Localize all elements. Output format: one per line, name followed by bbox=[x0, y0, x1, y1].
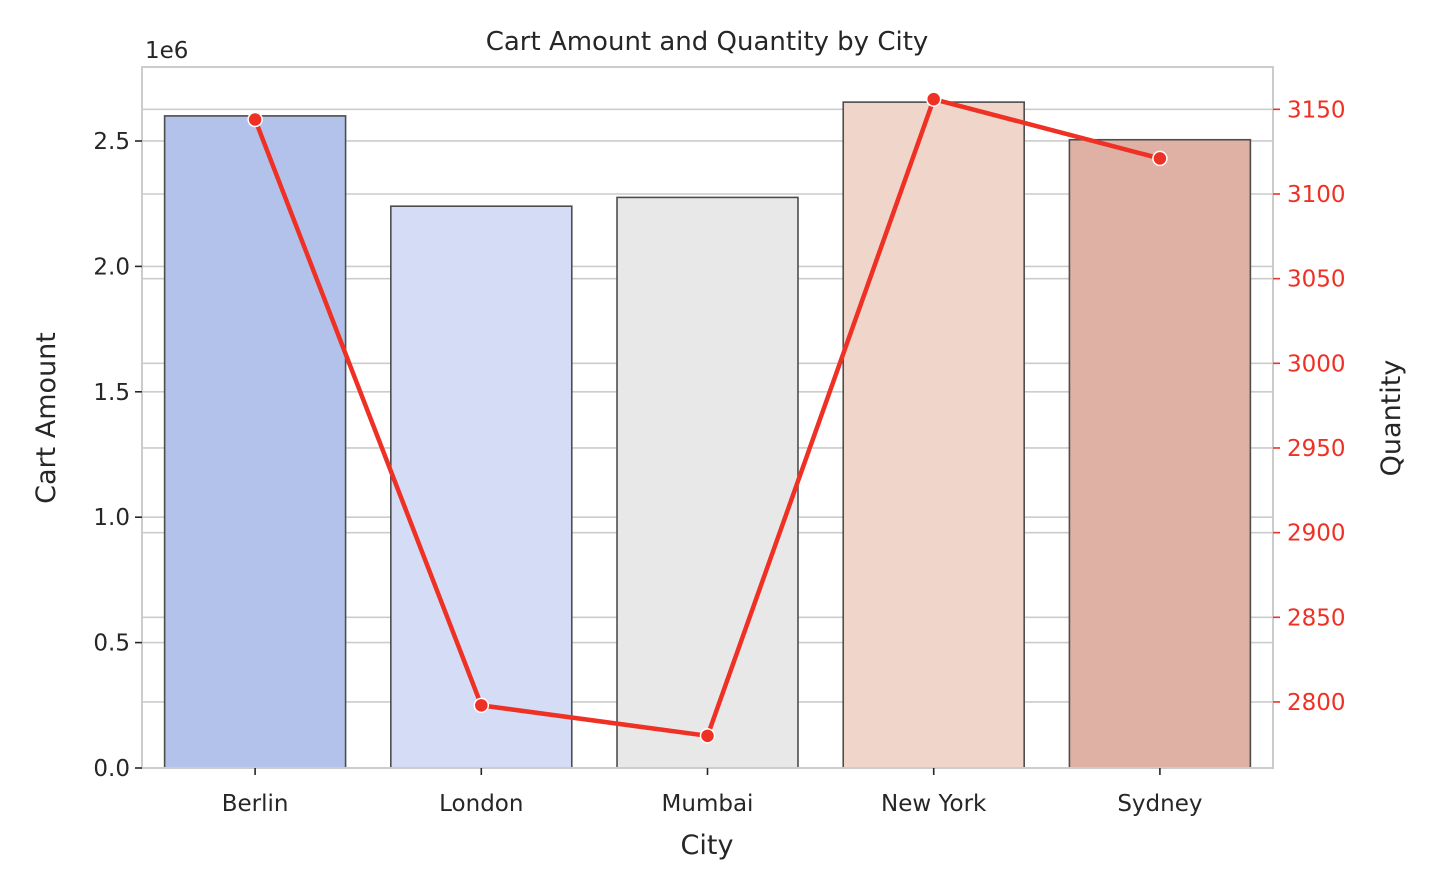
x-tick-label-new-york: New York bbox=[881, 791, 987, 817]
left-tick-label-3: 1.5 bbox=[93, 380, 130, 406]
right-tick-label-2: 2900 bbox=[1287, 521, 1346, 547]
right-axis-layer: 2800 2850 2900 2950 3000 3050 3100 3150 bbox=[1273, 97, 1346, 716]
left-axis-layer: 0.0 0.5 1.0 1.5 2.0 2.5 bbox=[93, 129, 142, 782]
right-tick-label-1: 2850 bbox=[1287, 605, 1346, 631]
right-tick-label-3: 2950 bbox=[1287, 436, 1346, 462]
line-layer bbox=[247, 91, 1168, 744]
right-tick-label-5: 3050 bbox=[1287, 267, 1346, 293]
x-tick-label-berlin: Berlin bbox=[222, 791, 289, 817]
x-axis-label: City bbox=[681, 830, 734, 861]
quantity-point-mumbai bbox=[699, 728, 716, 744]
right-tick-label-4: 3000 bbox=[1287, 351, 1346, 377]
y-axis-right-label: Quantity bbox=[1376, 360, 1407, 477]
y-axis-left-label: Cart Amount bbox=[31, 332, 62, 504]
bar-sydney bbox=[1068, 138, 1252, 769]
bar-mumbai bbox=[616, 196, 799, 769]
left-tick-label-1: 0.5 bbox=[93, 631, 130, 657]
quantity-point-berlin bbox=[247, 111, 263, 128]
right-tick-label-7: 3150 bbox=[1287, 97, 1346, 123]
bar-new-york bbox=[842, 101, 1025, 769]
x-tick-label-sydney: Sydney bbox=[1117, 791, 1202, 817]
x-tick-label-mumbai: Mumbai bbox=[662, 791, 754, 817]
chart-title: Cart Amount and Quantity by City bbox=[486, 27, 929, 57]
right-tick-label-0: 2800 bbox=[1287, 690, 1346, 716]
left-tick-label-4: 2.0 bbox=[93, 254, 130, 280]
x-tick-label-london: London bbox=[439, 791, 523, 817]
left-axis-offset-text: 1e6 bbox=[145, 38, 188, 64]
quantity-point-sydney bbox=[1152, 150, 1168, 167]
left-tick-label-0: 0.0 bbox=[93, 756, 130, 782]
right-tick-label-6: 3100 bbox=[1287, 182, 1346, 208]
left-tick-label-5: 2.5 bbox=[93, 129, 130, 155]
x-axis-layer: Berlin London Mumbai New York Sydney bbox=[222, 768, 1202, 817]
bar-london bbox=[390, 205, 573, 769]
quantity-point-london bbox=[473, 697, 490, 714]
left-tick-label-2: 1.0 bbox=[93, 505, 130, 531]
bar-layer bbox=[163, 101, 1252, 769]
bar-berlin bbox=[163, 115, 347, 769]
quantity-point-new-york bbox=[925, 91, 942, 107]
